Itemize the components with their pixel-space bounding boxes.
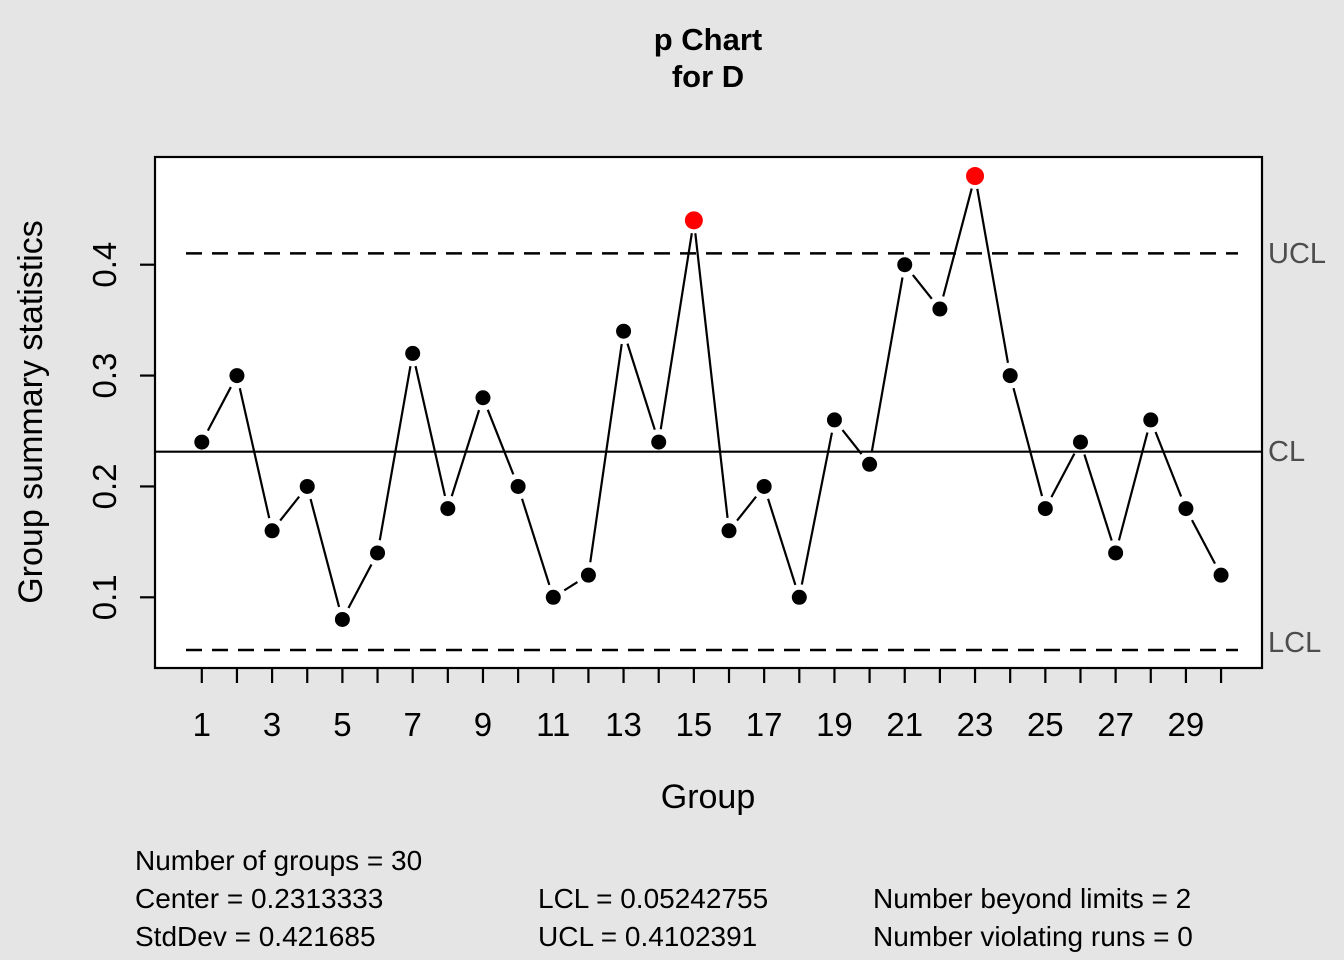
x-tick-label: 1 [193, 706, 211, 743]
series-segment [767, 498, 797, 586]
plot-panel [153, 155, 1264, 670]
data-point-beyond-limits [966, 167, 985, 186]
data-point [651, 434, 667, 450]
series-segment [589, 343, 623, 563]
x-tick-label: 3 [263, 706, 281, 743]
series-segment [626, 343, 656, 431]
series-segment [206, 386, 232, 432]
data-point [1178, 501, 1194, 517]
data-point [897, 257, 913, 273]
series-segment [841, 429, 863, 455]
y-tick-label: 0.3 [86, 353, 123, 399]
series-segment [563, 581, 579, 592]
data-point [862, 456, 878, 472]
x-tick-label: 25 [1027, 706, 1064, 743]
data-point [1002, 368, 1018, 384]
series-segment [911, 274, 933, 300]
data-point [510, 478, 526, 494]
stat-stddev: StdDev = 0.421685 [135, 921, 376, 952]
series-segment [736, 495, 757, 522]
series-segment [800, 432, 833, 585]
data-point [1213, 567, 1229, 583]
series-segment [238, 388, 271, 519]
series-segment [414, 365, 447, 497]
stat-center: Center = 0.2313333 [135, 883, 383, 914]
series-segment [1050, 453, 1076, 498]
x-tick-label: 7 [404, 706, 422, 743]
x-tick-label: 19 [816, 706, 853, 743]
cl-label: CL [1268, 436, 1305, 468]
stat-violating-runs: Number violating runs = 0 [873, 921, 1193, 952]
data-point [721, 523, 737, 539]
data-point [826, 412, 842, 428]
data-point [1072, 434, 1088, 450]
y-tick-label: 0.4 [86, 242, 123, 288]
series-segment [942, 188, 973, 297]
series-segment [521, 498, 551, 586]
lcl-label: LCL [1268, 627, 1321, 659]
data-point [229, 368, 245, 384]
data-point [791, 589, 807, 605]
ucl-label: UCL [1268, 238, 1326, 270]
series-segment [486, 409, 515, 475]
series-segment [1154, 431, 1183, 497]
data-point [264, 523, 280, 539]
data-point [334, 611, 350, 627]
series-segment [450, 409, 481, 497]
data-point [194, 434, 210, 450]
data-point [616, 323, 632, 339]
data-point [932, 301, 948, 317]
data-point-beyond-limits [684, 211, 703, 230]
series-segment [870, 277, 904, 452]
x-tick-label: 13 [605, 706, 642, 743]
series-segment [659, 233, 693, 430]
x-tick-label: 11 [536, 706, 570, 743]
x-tick-label: 15 [675, 706, 712, 743]
x-tick-label: 27 [1097, 706, 1134, 743]
data-point [1037, 501, 1053, 517]
data-point [440, 501, 456, 517]
data-point [475, 390, 491, 406]
data-point [405, 345, 421, 361]
x-tick-label: 23 [957, 706, 994, 743]
series-segment [694, 233, 729, 518]
x-tick-label: 17 [746, 706, 783, 743]
chart-title-line2: for D [672, 59, 744, 94]
data-point [756, 478, 772, 494]
x-tick-label: 29 [1168, 706, 1205, 743]
series-segment [309, 498, 341, 608]
series-segment [1117, 432, 1149, 541]
chart-title-line1: p Chart [654, 22, 763, 57]
data-point [370, 545, 386, 561]
data-point [1143, 412, 1159, 428]
series-segment [347, 563, 373, 609]
series-segment [976, 188, 1010, 363]
data-point [1108, 545, 1124, 561]
x-tick-label: 9 [474, 706, 492, 743]
data-point [545, 589, 561, 605]
data-point [299, 478, 315, 494]
data-point [580, 567, 596, 583]
y-tick-label: 0.1 [86, 574, 123, 620]
stat-lcl: LCL = 0.05242755 [538, 883, 768, 914]
x-tick-label: 5 [333, 706, 351, 743]
x-axis-title: Group [661, 778, 756, 816]
series-segment [1191, 519, 1216, 565]
series-segment [279, 495, 301, 522]
stat-ucl: UCL = 0.4102391 [538, 921, 757, 952]
series-segment [1083, 454, 1113, 541]
x-tick-label: 21 [886, 706, 923, 743]
y-axis-title: Group summary statistics [12, 220, 50, 604]
y-tick-label: 0.2 [86, 464, 123, 510]
stat-beyond-limits: Number beyond limits = 2 [873, 883, 1191, 914]
stat-number-of-groups: Number of groups = 30 [135, 845, 422, 876]
series-segment [1012, 387, 1044, 497]
series-segment [378, 366, 412, 541]
